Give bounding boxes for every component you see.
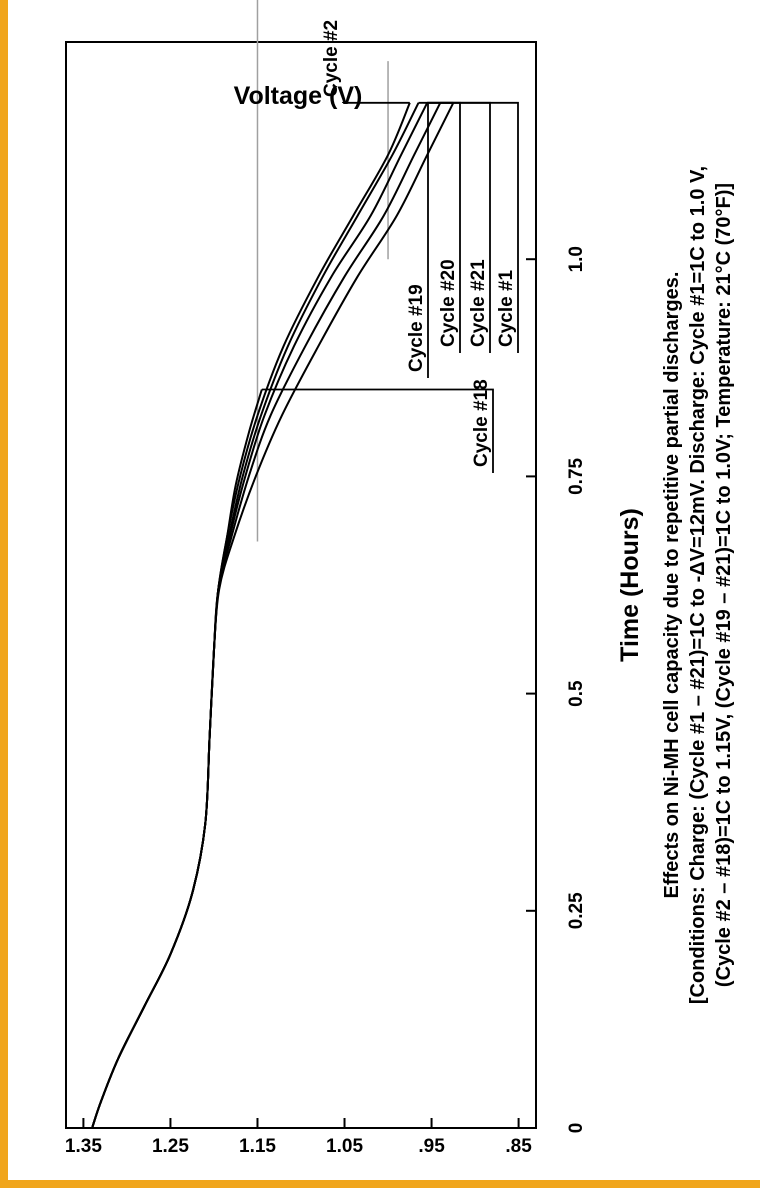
y-axis-label: Voltage (V): [234, 82, 363, 110]
x-tick-label: 0.5: [566, 680, 587, 707]
x-tick-label: 0: [566, 1123, 587, 1134]
callout-leader: [418, 101, 519, 353]
y-tick-label: .95: [418, 1136, 445, 1157]
x-tick-label: 0.75: [566, 457, 587, 494]
y-tick-label: .85: [505, 1136, 532, 1157]
y-tick-label: 1.35: [65, 1136, 102, 1157]
callout-label-cycle-21: Cycle #21: [468, 259, 489, 347]
series-line-cycle-19: [91, 102, 455, 1129]
callout-label-cycle-19: Cycle #19: [406, 284, 427, 372]
series-line-cycle-21: [91, 102, 429, 1129]
caption-line-1: Effects on Ni-MH cell capacity due to re…: [661, 272, 683, 899]
callout-label-cycle-1: Cycle #1: [496, 269, 517, 347]
callout-label-cycle-2: Cycle #2: [321, 20, 342, 97]
caption-line-3: (Cycle #2 – #18)=1C to 1.15V, (Cycle #19…: [713, 183, 735, 987]
x-axis-label: Time (Hours): [616, 508, 644, 662]
series-line-cycle-2: [91, 102, 411, 1129]
callout-label-cycle-18: Cycle #18: [471, 379, 492, 467]
x-tick-label: 0.25: [566, 892, 587, 929]
y-tick-label: 1.25: [152, 1136, 189, 1157]
callout-leader: [261, 388, 494, 473]
plot-area: [65, 41, 537, 1129]
y-tick-label: 1.05: [326, 1136, 363, 1157]
caption-line-2: [Conditions: Charge: (Cycle #1 – #21)=1C…: [687, 166, 709, 1004]
x-tick-label: 1.0: [566, 246, 587, 272]
y-tick-label: 1.15: [239, 1136, 276, 1157]
callout-label-cycle-20: Cycle #20: [438, 259, 459, 347]
